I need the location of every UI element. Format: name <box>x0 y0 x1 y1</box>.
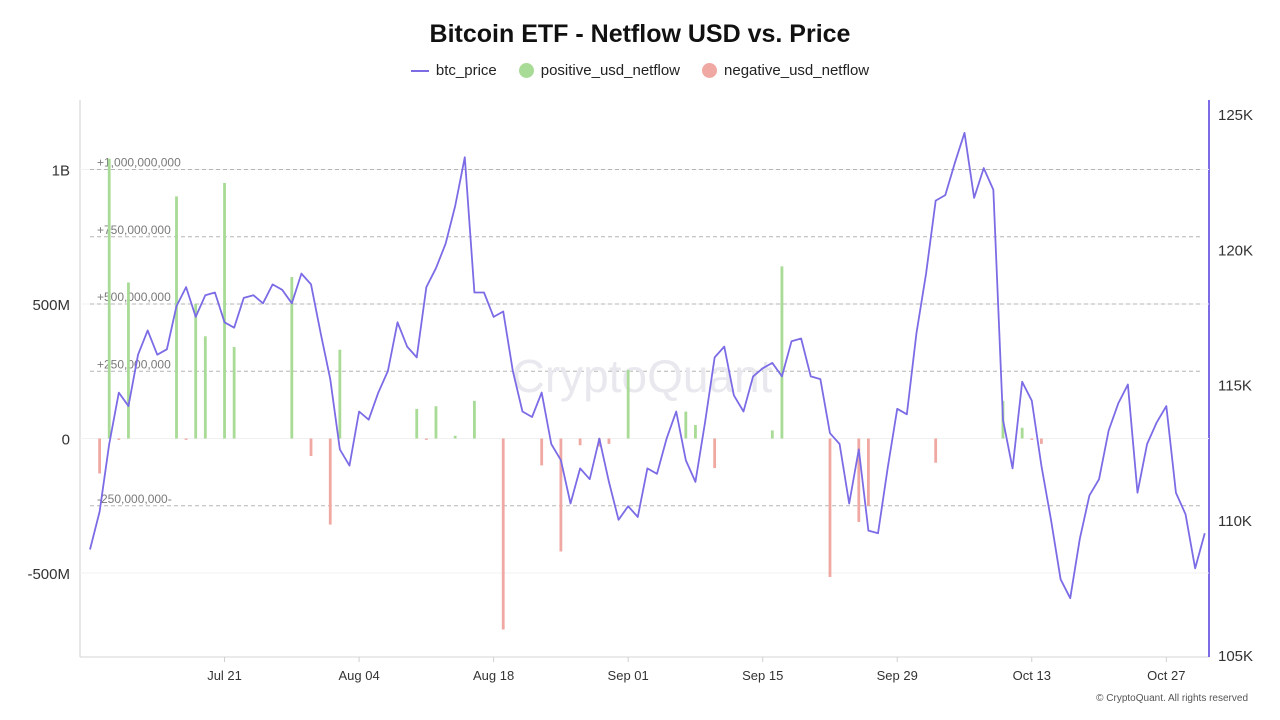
positive-netflow-bar <box>780 266 784 439</box>
negative-netflow-bar <box>607 438 611 444</box>
positive-netflow-bar <box>473 400 476 439</box>
btc-price-line <box>89 131 1206 600</box>
x-tick-label: Oct 13 <box>1013 668 1051 683</box>
negative-netflow-bar <box>309 438 313 456</box>
positive-netflow-bar <box>770 430 774 439</box>
watermark: CryptoQuant <box>512 350 773 402</box>
positive-netflow-bar <box>434 406 438 439</box>
legend-label-negative-netflow: negative_usd_netflow <box>724 62 870 79</box>
y-right-tick-label: 125K <box>1218 107 1253 124</box>
x-tick-label: Aug 04 <box>338 668 379 683</box>
positive-netflow-bar <box>684 411 688 439</box>
y-right-tick-label: 115K <box>1218 378 1252 395</box>
positive-netflow-bar <box>203 336 207 439</box>
positive-netflow-bar <box>194 304 198 439</box>
negative-netflow-bar <box>713 438 717 469</box>
negative-netflow-bar <box>934 438 938 463</box>
reference-line-label: +250,000,000 <box>97 357 171 371</box>
legend-item-negative-netflow[interactable]: negative_usd_netflow <box>702 62 869 79</box>
negative-netflow-bar <box>867 438 870 506</box>
negative-netflow-bar <box>424 438 428 440</box>
positive-netflow-bar <box>626 369 630 439</box>
y-left-tick-label: 1B <box>52 163 70 180</box>
legend-label-positive-netflow: positive_usd_netflow <box>540 62 681 79</box>
positive-netflow-bar <box>223 182 226 439</box>
legend-label-btc-price: btc_price <box>435 62 497 79</box>
positive-netflow-bar <box>127 282 130 439</box>
x-tick-label: Sep 01 <box>608 668 649 683</box>
x-tick-label: Oct 27 <box>1147 668 1185 683</box>
legend-item-positive-netflow[interactable]: positive_usd_netflow <box>518 62 681 79</box>
y-right-tick-label: 105K <box>1218 648 1253 665</box>
positive-netflow-bar <box>453 435 457 439</box>
x-tick-label: Sep 15 <box>742 668 783 683</box>
negative-netflow-bar <box>1030 438 1034 440</box>
y-right-tick-label: 120K <box>1218 242 1253 259</box>
y-left-tick-label: -500M <box>27 566 70 583</box>
y-left-tick-label: 500M <box>32 297 70 314</box>
chart-title: Bitcoin ETF - Netflow USD vs. Price <box>429 20 851 48</box>
positive-netflow-bar <box>415 408 419 439</box>
positive-netflow-bar <box>232 347 236 439</box>
green-dot-icon <box>518 63 534 78</box>
positive-netflow-bar <box>338 349 342 439</box>
reference-line-label: -250,000,000- <box>97 492 172 506</box>
y-right-tick-label: 110K <box>1218 513 1252 530</box>
positive-netflow-bar <box>175 196 178 439</box>
negative-netflow-bar <box>184 438 188 440</box>
line-swatch-icon <box>410 69 429 72</box>
negative-netflow-bar <box>578 438 582 446</box>
negative-netflow-bar <box>328 438 332 525</box>
reference-line-label: +750,000,000 <box>97 223 171 237</box>
x-tick-label: Jul 21 <box>207 668 242 683</box>
y-left-tick-label: 0 <box>62 432 70 449</box>
negative-netflow-bar <box>501 438 505 630</box>
negative-netflow-bar <box>559 438 563 552</box>
positive-netflow-bar <box>290 277 294 439</box>
reference-line-label: +500,000,000 <box>97 290 171 304</box>
positive-netflow-bar <box>694 425 697 439</box>
positive-netflow-bar <box>107 158 111 439</box>
negative-netflow-bar <box>540 438 544 466</box>
negative-netflow-bar <box>98 438 102 474</box>
negative-netflow-bar <box>828 438 832 578</box>
positive-netflow-bar <box>1020 427 1024 439</box>
negative-netflow-bar <box>117 438 121 440</box>
x-tick-label: Aug 18 <box>473 668 514 683</box>
negative-netflow-bar <box>857 438 861 522</box>
legend: btc_price positive_usd_netflow negative_… <box>0 62 1280 79</box>
copyright-credit: © CryptoQuant. All rights reserved <box>1096 693 1248 704</box>
x-tick-label: Sep 29 <box>877 668 918 683</box>
reference-line-label: +1,000,000,000 <box>97 156 181 170</box>
legend-item-btc-price[interactable]: btc_price <box>410 62 497 79</box>
red-dot-icon <box>702 63 718 78</box>
negative-netflow-bar <box>1039 438 1043 444</box>
